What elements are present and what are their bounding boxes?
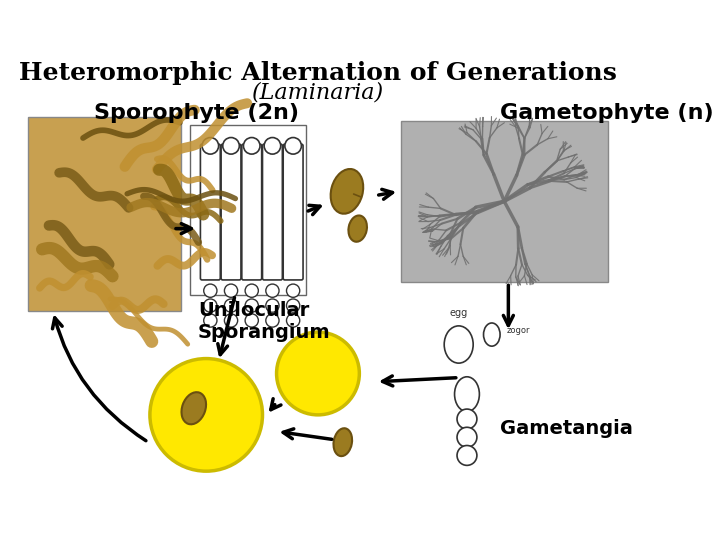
Circle shape — [287, 284, 300, 298]
Text: zogor: zogor — [507, 326, 530, 335]
Circle shape — [204, 284, 217, 298]
Circle shape — [245, 284, 258, 298]
Ellipse shape — [484, 323, 500, 346]
Circle shape — [225, 299, 238, 312]
Text: Unilocular
Sporangium: Unilocular Sporangium — [198, 301, 330, 342]
Ellipse shape — [454, 377, 480, 411]
Circle shape — [457, 427, 477, 447]
Circle shape — [243, 138, 260, 154]
FancyBboxPatch shape — [221, 144, 241, 280]
Circle shape — [204, 299, 217, 312]
FancyBboxPatch shape — [189, 125, 305, 295]
Ellipse shape — [330, 169, 363, 214]
FancyBboxPatch shape — [401, 121, 608, 282]
Circle shape — [150, 359, 263, 471]
Circle shape — [245, 299, 258, 312]
Circle shape — [225, 284, 238, 298]
Ellipse shape — [181, 392, 206, 424]
Text: Sporophyte (2n): Sporophyte (2n) — [94, 103, 300, 123]
Circle shape — [245, 314, 258, 327]
FancyBboxPatch shape — [263, 144, 282, 280]
Ellipse shape — [333, 428, 352, 456]
Circle shape — [266, 314, 279, 327]
Circle shape — [287, 314, 300, 327]
Text: (Laminaria): (Laminaria) — [252, 81, 384, 103]
Circle shape — [266, 299, 279, 312]
FancyBboxPatch shape — [283, 144, 303, 280]
Circle shape — [457, 409, 477, 429]
FancyBboxPatch shape — [242, 144, 261, 280]
Circle shape — [457, 446, 477, 465]
Ellipse shape — [348, 215, 367, 242]
Text: Gametophyte (n): Gametophyte (n) — [500, 103, 714, 123]
Circle shape — [276, 332, 359, 415]
Circle shape — [222, 138, 239, 154]
Circle shape — [225, 314, 238, 327]
Circle shape — [266, 284, 279, 298]
Circle shape — [287, 299, 300, 312]
FancyBboxPatch shape — [28, 117, 181, 312]
Text: Heteromorphic Alternation of Generations: Heteromorphic Alternation of Generations — [19, 62, 617, 85]
Circle shape — [264, 138, 281, 154]
Ellipse shape — [444, 326, 473, 363]
Text: egg: egg — [449, 308, 468, 318]
FancyBboxPatch shape — [200, 144, 220, 280]
Circle shape — [202, 138, 219, 154]
Text: Gametangia: Gametangia — [500, 419, 633, 438]
Circle shape — [204, 314, 217, 327]
Circle shape — [285, 138, 302, 154]
